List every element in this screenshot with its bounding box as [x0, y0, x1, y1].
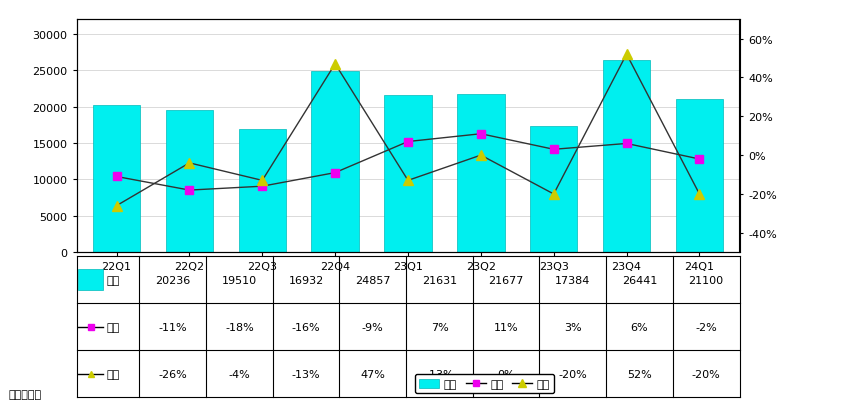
Text: -11%: -11%: [158, 322, 187, 332]
Text: -9%: -9%: [362, 322, 383, 332]
Bar: [78, 269, 103, 291]
Text: 21631: 21631: [422, 275, 457, 285]
Bar: [676, 99, 723, 253]
Bar: [603, 61, 650, 253]
Text: 6%: 6%: [631, 322, 649, 332]
Text: 21677: 21677: [489, 275, 524, 285]
Text: 7%: 7%: [431, 322, 448, 332]
Text: 环比: 环比: [107, 369, 120, 379]
Text: 24857: 24857: [355, 275, 390, 285]
Text: -20%: -20%: [558, 369, 587, 379]
Text: -20%: -20%: [692, 369, 721, 379]
Text: 47%: 47%: [360, 369, 385, 379]
Text: 52%: 52%: [627, 369, 652, 379]
Text: 26441: 26441: [622, 275, 657, 285]
Text: 21100: 21100: [688, 275, 723, 285]
Text: 19510: 19510: [222, 275, 257, 285]
Text: 0%: 0%: [497, 369, 515, 379]
Text: 11%: 11%: [494, 322, 518, 332]
Text: -16%: -16%: [292, 322, 320, 332]
Text: 17384: 17384: [555, 275, 591, 285]
Bar: [457, 95, 505, 253]
Bar: [93, 105, 140, 253]
Text: -13%: -13%: [292, 369, 320, 379]
Text: 20236: 20236: [156, 275, 190, 285]
Bar: [166, 111, 213, 253]
Bar: [239, 130, 286, 253]
Text: 16932: 16932: [288, 275, 324, 285]
Bar: [530, 126, 577, 253]
Text: -13%: -13%: [425, 369, 454, 379]
Bar: [384, 95, 432, 253]
Bar: [311, 72, 359, 253]
Text: （百万元）: （百万元）: [8, 389, 42, 399]
Legend: 成本, 同比, 环比: 成本, 同比, 环比: [415, 374, 554, 393]
Text: 同比: 同比: [107, 322, 120, 332]
Text: -18%: -18%: [225, 322, 254, 332]
Text: -2%: -2%: [695, 322, 717, 332]
Text: 3%: 3%: [564, 322, 581, 332]
Text: -26%: -26%: [158, 369, 187, 379]
Text: -4%: -4%: [229, 369, 251, 379]
Text: 成本: 成本: [107, 275, 120, 285]
